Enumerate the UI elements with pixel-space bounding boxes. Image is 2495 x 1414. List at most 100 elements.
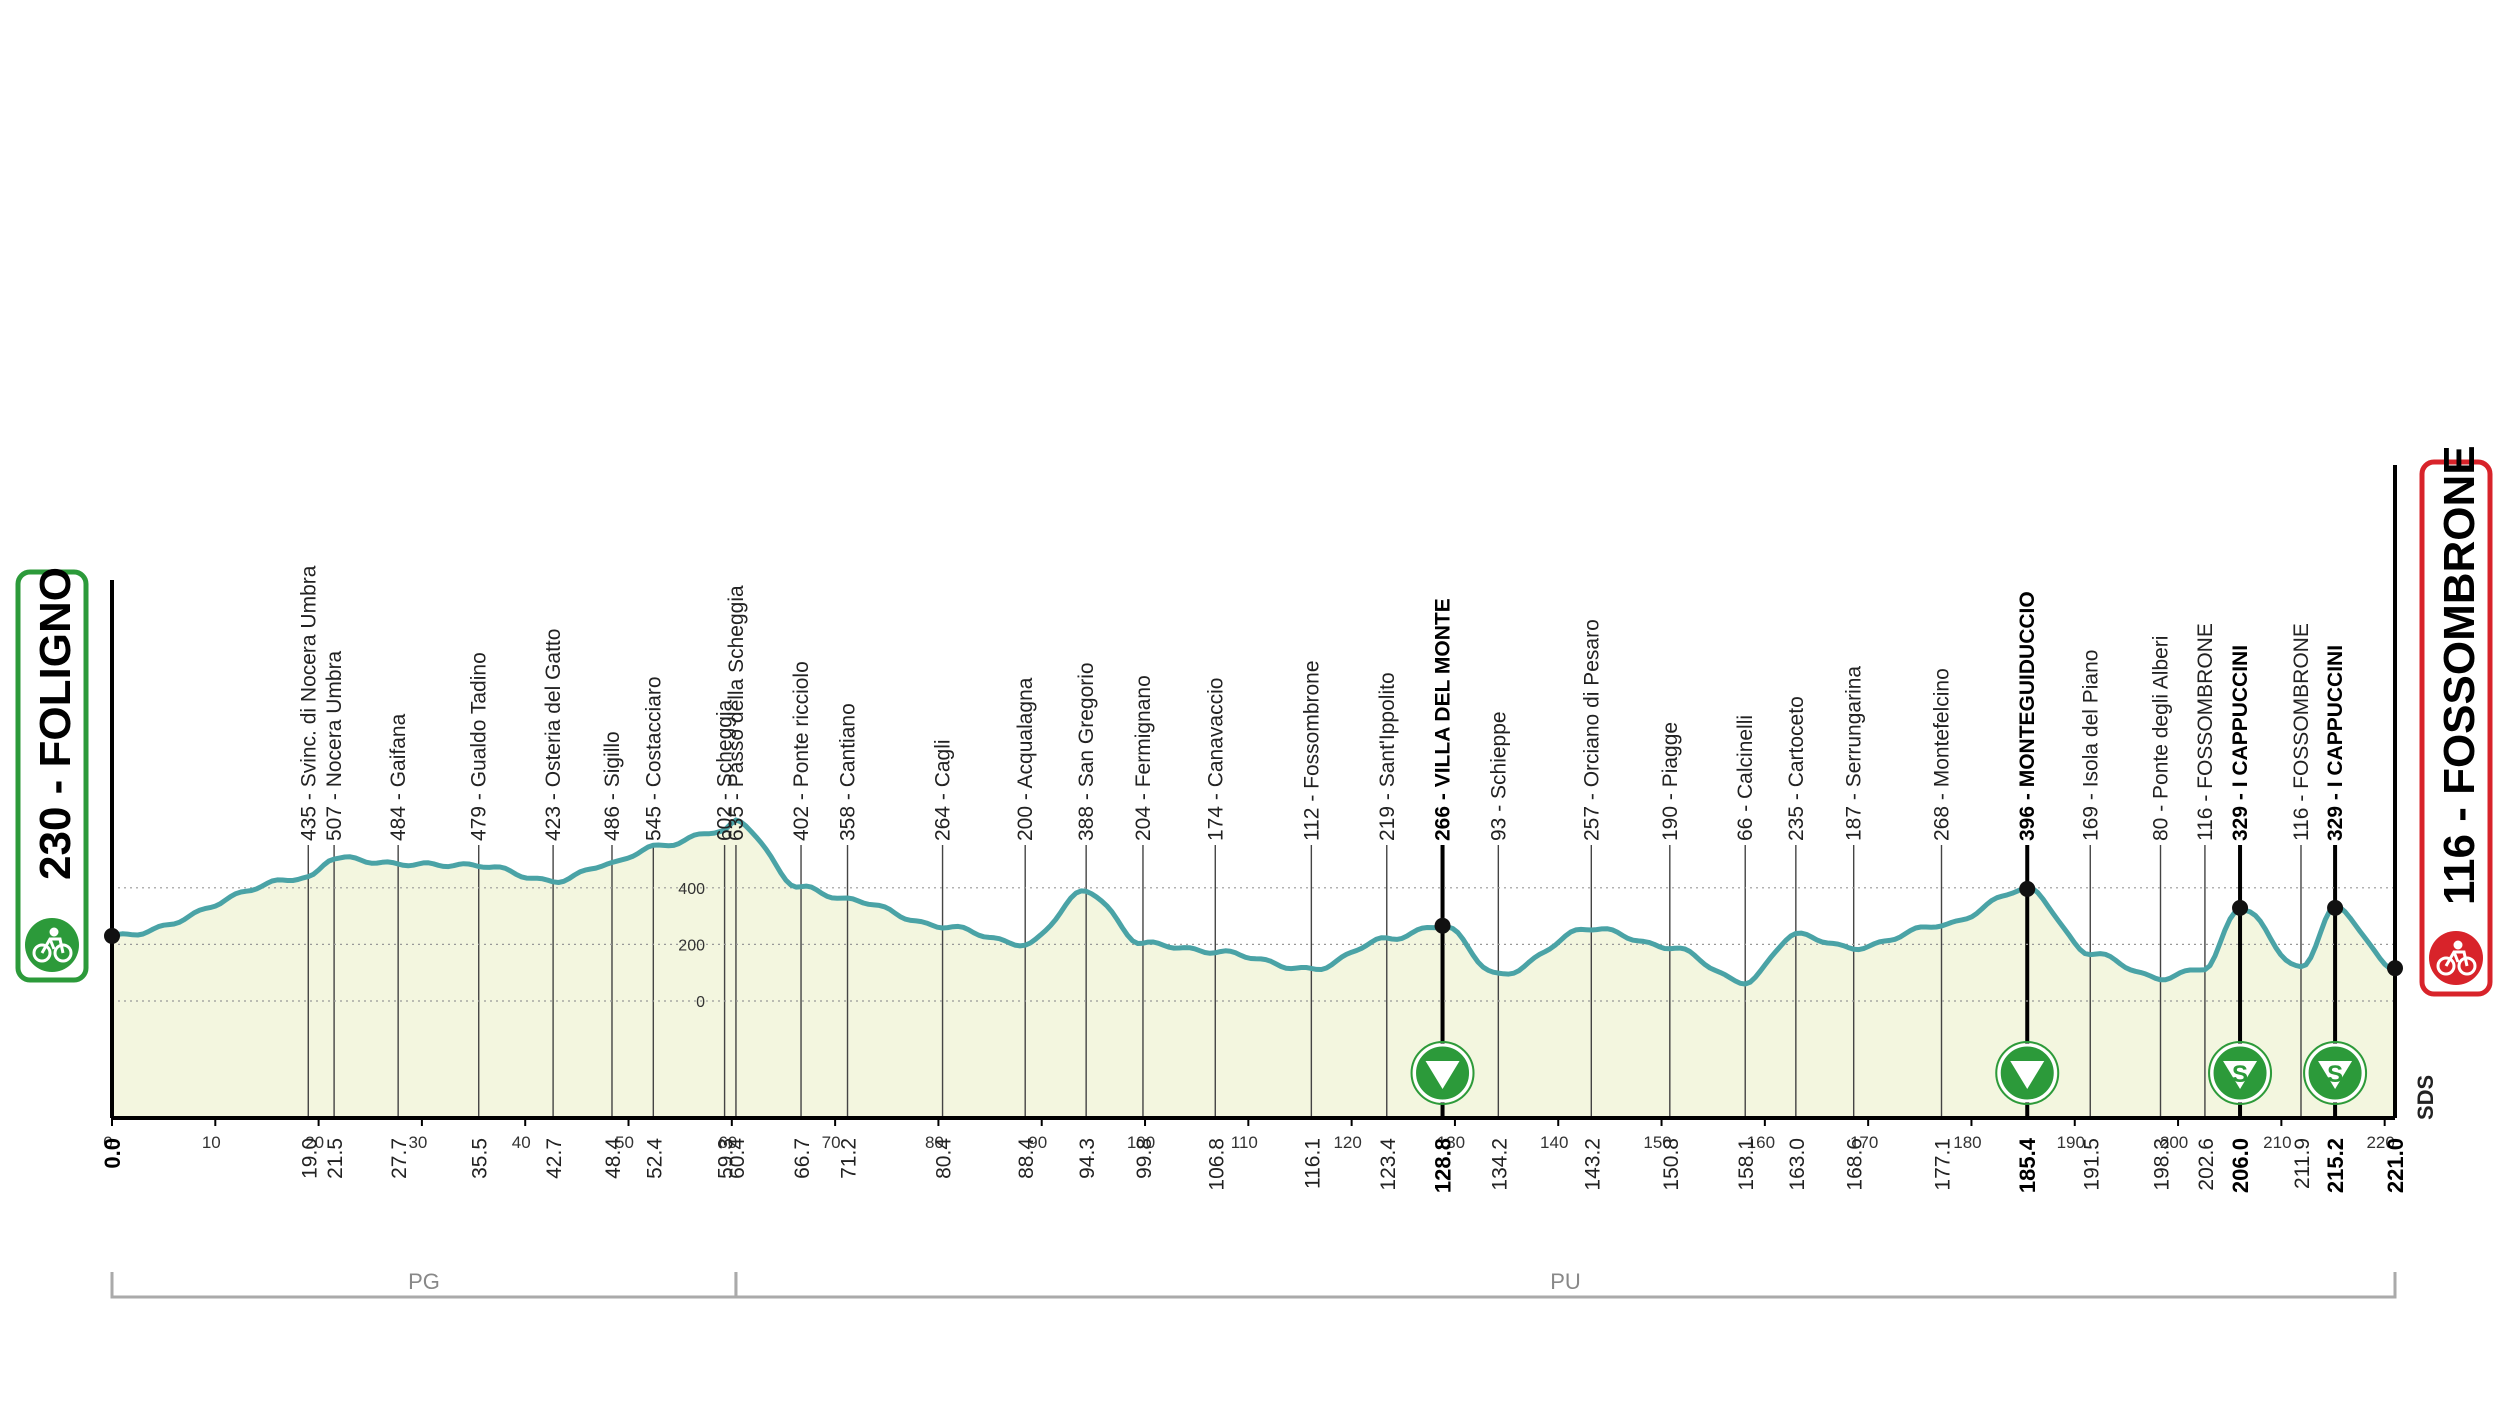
x-tick-label: 190	[2057, 1133, 2085, 1152]
waypoint-labels: 435 - Svinc. di Nocera Umbra 507 - Nocera…	[297, 565, 2347, 841]
waypoint-km-label: 80.4	[933, 1138, 956, 1179]
waypoint-label: 112 - Fossombrone	[1300, 660, 1323, 841]
x-tick-label: 150	[1643, 1133, 1671, 1152]
x-tick-label: 160	[1747, 1133, 1775, 1152]
waypoint-label: 190 - Piagge	[1659, 722, 1682, 841]
waypoint-km-label: 48.4	[602, 1138, 625, 1179]
waypoint-label: 174 - Canavaccio	[1204, 678, 1227, 841]
start-km-label: 0.0	[100, 1138, 125, 1169]
x-tick-label: 40	[512, 1133, 531, 1152]
x-tick-label: 110	[1231, 1133, 1258, 1152]
waypoint-km-label: 99.8	[1133, 1138, 1156, 1179]
climb-marker-ring	[1410, 1041, 1475, 1105]
climb-triangle-icon	[1425, 1061, 1460, 1089]
sprint-letter: S	[2327, 1061, 2343, 1088]
x-tick-label: 20	[305, 1133, 324, 1152]
start-dot	[104, 927, 120, 944]
waypoint-label: 116 - FOSSOMBRONE	[2194, 623, 2217, 841]
waypoint-km-label: 35.5	[469, 1138, 492, 1179]
waypoint-km-label: 71.2	[838, 1138, 861, 1179]
waypoint-km-label: 19.0	[298, 1138, 321, 1179]
waypoint-label: 169 - Isola del Piano	[2079, 650, 2102, 841]
climb-triangle-icon	[2223, 1061, 2258, 1089]
climb-top-dot	[1434, 917, 1451, 934]
x-tick-label: 60	[718, 1133, 737, 1152]
x-tick-label: 90	[1028, 1133, 1047, 1152]
waypoint-km-label: 88.4	[1015, 1138, 1038, 1179]
x-tick-label: 0	[103, 1133, 112, 1152]
waypoint-label: 268 - Montefelcino	[1930, 668, 1953, 841]
climb-marker-ring	[2303, 1041, 2368, 1105]
elevation-area	[112, 819, 2395, 1118]
waypoint-label: 484 - Gaifana	[387, 713, 410, 841]
climb-top-dot	[2327, 899, 2344, 916]
x-tick-label: 130	[1437, 1133, 1465, 1152]
waypoint-label: 264 - Cagli	[932, 739, 955, 841]
climb-marker-ring	[1995, 1041, 2060, 1105]
waypoint-km-label: 123.4	[1377, 1138, 1400, 1191]
waypoint-label: 200 - Acqualagna	[1014, 677, 1037, 841]
waypoint-label: 204 - Fermignano	[1132, 675, 1155, 841]
waypoint-km-label: 59.3	[715, 1138, 738, 1179]
waypoint-km-label: 211.9	[2291, 1138, 2314, 1189]
region-label: PG	[408, 1269, 440, 1294]
elevation-tick-label: 200	[678, 937, 705, 954]
waypoint-km-label: 21.5	[324, 1138, 347, 1179]
waypoint-label: 602 - Scheggia	[714, 699, 737, 841]
waypoint-label: 635 - Passo della Scheggia	[725, 585, 748, 841]
elevation-tick-label: 400	[678, 881, 705, 898]
finish-dot	[2387, 960, 2403, 977]
waypoint-km-label: 168.6	[1844, 1138, 1867, 1191]
waypoint-label: 486 - Sigillo	[601, 731, 624, 841]
waypoint-label: 358 - Cantiano	[837, 703, 860, 841]
waypoint-label: 116 - FOSSOMBRONE	[2290, 623, 2313, 841]
x-tick-label: 80	[925, 1133, 944, 1152]
waypoint-label: 435 - Svinc. di Nocera Umbra	[297, 565, 320, 841]
x-tick-label: 200	[2160, 1133, 2188, 1152]
x-tick-label: 120	[1333, 1133, 1361, 1152]
waypoint-label: 507 - Nocera Umbra	[323, 650, 346, 841]
x-tick-label: 180	[1953, 1133, 1981, 1152]
waypoint-km-label: 158.1	[1735, 1138, 1758, 1191]
waypoint-km-label: 150.8	[1660, 1138, 1683, 1191]
waypoint-km-label: 206.0	[2228, 1138, 2253, 1193]
waypoint-km-label: 198.3	[2151, 1138, 2174, 1191]
waypoint-label: 396 - MONTEGUIDUCCIO	[2016, 591, 2039, 841]
waypoint-label: 545 - Costacciaro	[642, 676, 665, 841]
waypoint-label: 479 - Gualdo Tadino	[468, 652, 491, 841]
waypoint-lines	[307, 845, 2338, 1118]
finish-label: 116 - FOSSOMBRONE	[2435, 445, 2484, 905]
waypoint-km-label: 191.5	[2080, 1138, 2103, 1191]
waypoint-label: 219 - Sant'Ippolito	[1376, 672, 1399, 841]
waypoint-km-label: 116.1	[1301, 1138, 1324, 1189]
sds-logo: SDS	[2413, 1075, 2438, 1120]
waypoint-km-labels: 19.0 21.5 27.7 35.5 42.7 48.4 52.4 59.360.4 66.7…	[100, 1137, 2408, 1193]
region-brackets: PG PU	[110, 1269, 2397, 1299]
climb-triangle-icon	[2010, 1061, 2045, 1089]
waypoint-label: 388 - San Gregorio	[1075, 662, 1098, 841]
x-tick-label: 30	[408, 1133, 427, 1152]
finish-box: 116 - FOSSOMBRONE	[2419, 445, 2493, 997]
waypoint-label: 93 - Schieppe	[1487, 711, 1510, 841]
elevation-grid: 0 200 400	[112, 881, 2395, 1011]
waypoint-label: 329 - I CAPPUCCINI	[2229, 645, 2252, 841]
waypoint-km-label: 143.2	[1581, 1138, 1604, 1191]
start-box: 230 - FOLIGNO	[15, 567, 89, 983]
waypoint-km-label: 94.3	[1076, 1138, 1099, 1179]
waypoint-km-label: 202.6	[2195, 1138, 2218, 1191]
waypoint-label: 329 - I CAPPUCCINI	[2324, 645, 2347, 841]
sprint-letter: S	[2232, 1061, 2248, 1088]
x-tick-label: 50	[615, 1133, 634, 1152]
waypoint-label: 80 - Ponte degli Alberi	[2150, 636, 2173, 841]
waypoint-km-label: 185.4	[2015, 1137, 2040, 1193]
waypoint-label: 235 - Cartoceto	[1785, 696, 1808, 841]
region-bracket	[734, 1272, 2397, 1299]
x-tick-label: 140	[1540, 1133, 1568, 1152]
waypoint-km-label: 134.2	[1488, 1138, 1511, 1191]
x-tick-label: 10	[202, 1133, 221, 1152]
elevation-tick-label: 0	[696, 994, 705, 1011]
waypoint-km-label: 177.1	[1931, 1138, 1954, 1191]
climb-marker-ring	[2208, 1041, 2273, 1105]
climb-top-dot	[2019, 880, 2036, 897]
